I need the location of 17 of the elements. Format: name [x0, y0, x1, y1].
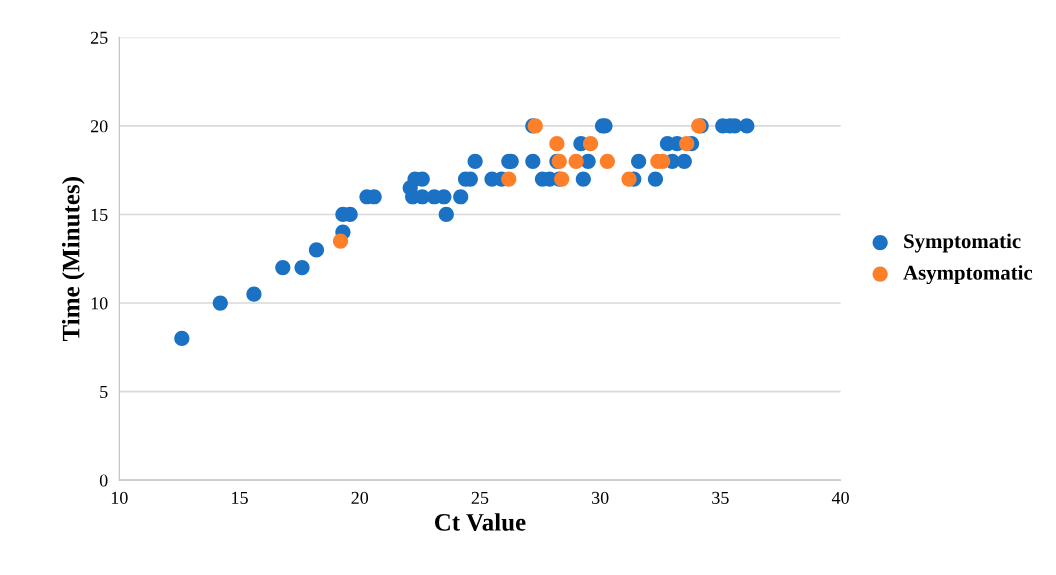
x-axis-title: Ct Value — [434, 513, 526, 531]
legend-label: Asymptomatic — [903, 265, 1033, 285]
y-axis-title: Time (Minutes) — [61, 177, 85, 342]
x-tick-label: 30 — [592, 491, 609, 504]
y-tick-label: 25 — [90, 31, 108, 44]
y-tick-label: 0 — [99, 474, 108, 487]
x-tick-label: 35 — [712, 491, 729, 504]
y-tick-label: 5 — [100, 386, 108, 399]
x-tick-label: 10 — [111, 491, 128, 504]
y-tick-label: 15 — [91, 208, 108, 221]
x-tick-label: 20 — [351, 491, 369, 504]
y-tick-label: 10 — [91, 297, 108, 310]
x-tick-label: 15 — [232, 491, 248, 504]
legend-label: Symptomatic — [904, 233, 1021, 253]
x-tick-label: 40 — [831, 491, 849, 504]
x-tick-label: 25 — [471, 491, 489, 504]
y-tick-label: 20 — [90, 120, 108, 133]
